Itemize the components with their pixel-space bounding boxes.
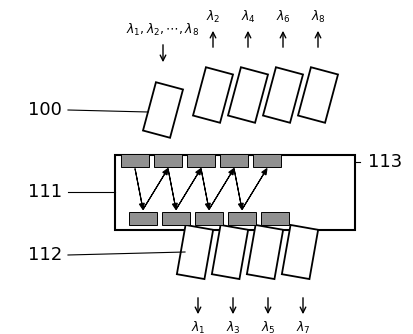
FancyArrow shape [233, 168, 243, 209]
Polygon shape [262, 67, 302, 123]
Text: $\lambda_3$: $\lambda_3$ [225, 320, 240, 334]
Text: 100: 100 [28, 101, 62, 119]
Bar [195, 211, 223, 224]
Bar [161, 211, 190, 224]
FancyArrow shape [209, 168, 233, 209]
FancyArrow shape [135, 168, 144, 209]
Bar [252, 154, 280, 167]
Polygon shape [192, 67, 233, 123]
Text: $\lambda_7$: $\lambda_7$ [295, 320, 310, 334]
FancyArrow shape [242, 168, 266, 209]
Text: 113: 113 [367, 153, 401, 171]
Bar [228, 211, 255, 224]
Polygon shape [297, 67, 337, 123]
FancyArrow shape [142, 168, 168, 209]
Bar [154, 154, 182, 167]
FancyArrow shape [201, 168, 210, 209]
Bar [219, 154, 247, 167]
FancyArrow shape [168, 168, 177, 209]
Bar [187, 154, 214, 167]
Text: $\lambda_2$: $\lambda_2$ [205, 9, 220, 25]
Text: $\lambda_4$: $\lambda_4$ [240, 9, 255, 25]
Text: $\lambda_1, \lambda_2, \cdots, \lambda_8$: $\lambda_1, \lambda_2, \cdots, \lambda_8… [126, 22, 199, 38]
Text: $\lambda_6$: $\lambda_6$ [275, 9, 290, 25]
Bar [115, 155, 354, 230]
Bar [260, 211, 288, 224]
Text: 111: 111 [28, 183, 62, 201]
Polygon shape [246, 225, 282, 279]
FancyArrow shape [176, 168, 201, 209]
Polygon shape [281, 225, 317, 279]
Bar [121, 154, 149, 167]
Text: $\lambda_5$: $\lambda_5$ [260, 320, 275, 334]
Polygon shape [211, 225, 247, 279]
Polygon shape [142, 82, 183, 138]
Polygon shape [228, 67, 267, 123]
Polygon shape [176, 225, 213, 279]
Text: $\lambda_8$: $\lambda_8$ [310, 9, 325, 25]
Text: 112: 112 [28, 246, 62, 264]
Bar [129, 211, 157, 224]
Text: $\lambda_1$: $\lambda_1$ [190, 320, 205, 334]
